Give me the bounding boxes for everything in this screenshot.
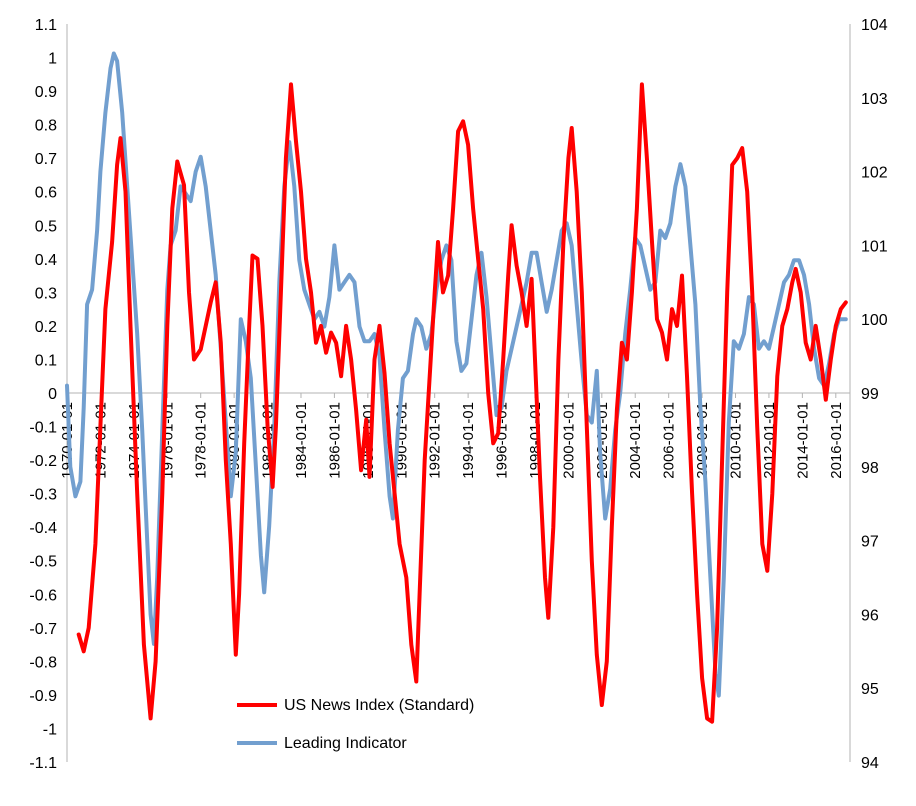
x-axis-tick-labels: 1970-01-01 1972-01-01 1974-01-01 1976-01-01… [59, 393, 845, 479]
left-y-tick-label: 0.3 [35, 285, 57, 302]
right-y-tick-label: 97 [861, 534, 879, 551]
x-tick-label: 1978-01-01 [193, 402, 210, 479]
right-y-tick-label: 100 [861, 312, 888, 329]
right-y-tick-label: 98 [861, 460, 879, 477]
left-y-tick-label: -1.1 [29, 755, 57, 772]
right-y-tick-label: 102 [861, 165, 888, 182]
x-tick-label: 2000-01-01 [560, 402, 577, 479]
axes: -1.1 -1 -0.9 -0.8 -0.7 -0.6 -0.5 -0.4 -0.3 -0.2 -0… [29, 17, 887, 772]
right-y-tick-label: 101 [861, 238, 888, 255]
left-y-tick-label: -0.6 [29, 587, 57, 604]
left-y-tick-label: 0.1 [35, 352, 57, 369]
left-y-tick-label: -0.3 [29, 487, 57, 504]
right-y-tick-label: 99 [861, 386, 879, 403]
right-y-tick-label: 95 [861, 681, 879, 698]
left-y-tick-label: -0.5 [29, 554, 57, 571]
left-y-tick-label: 0.6 [35, 185, 57, 202]
left-y-tick-label: 0.7 [35, 151, 57, 168]
x-tick-label: 2006-01-01 [661, 402, 678, 479]
legend-label-leading-indicator: Leading Indicator [284, 735, 407, 752]
left-y-tick-label: 0.5 [35, 218, 57, 235]
right-y-tick-label: 96 [861, 607, 879, 624]
x-tick-label: 1986-01-01 [326, 402, 343, 479]
right-y-tick-label: 104 [861, 17, 888, 34]
left-y-tick-label: 0.2 [35, 319, 57, 336]
x-tick-label: 2016-01-01 [828, 402, 845, 479]
left-y-tick-label: 0.8 [35, 118, 57, 135]
right-y-tick-label: 94 [861, 755, 879, 772]
left-y-tick-label: -0.7 [29, 621, 57, 638]
right-y-tick-label: 103 [861, 91, 888, 108]
series-line-us-news-index [76, 82, 848, 724]
left-y-tick-label: 1 [48, 51, 57, 68]
left-y-tick-label: 0.4 [35, 252, 57, 269]
left-y-tick-label: -0.9 [29, 688, 57, 705]
x-tick-label: 2004-01-01 [627, 402, 644, 479]
left-y-tick-label: -0.8 [29, 654, 57, 671]
x-tick-label: 2014-01-01 [794, 402, 811, 479]
left-y-tick-label: 0 [48, 386, 57, 403]
left-y-tick-label: 1.1 [35, 17, 57, 34]
series-lines [65, 51, 848, 724]
left-y-tick-label: 0.9 [35, 84, 57, 101]
legend: US News Index (Standard) Leading Indicat… [237, 697, 474, 752]
left-y-tick-label: -0.4 [29, 520, 57, 537]
left-y-tick-label: -1 [43, 721, 57, 738]
x-tick-label: 2010-01-01 [728, 402, 745, 479]
x-tick-label: 1994-01-01 [460, 402, 477, 479]
left-y-tick-label: -0.1 [29, 420, 57, 437]
left-y-tick-label: -0.2 [29, 453, 57, 470]
x-tick-label: 1992-01-01 [427, 402, 444, 479]
legend-label-us-news-index: US News Index (Standard) [284, 697, 474, 714]
x-tick-label: 1984-01-01 [293, 402, 310, 479]
